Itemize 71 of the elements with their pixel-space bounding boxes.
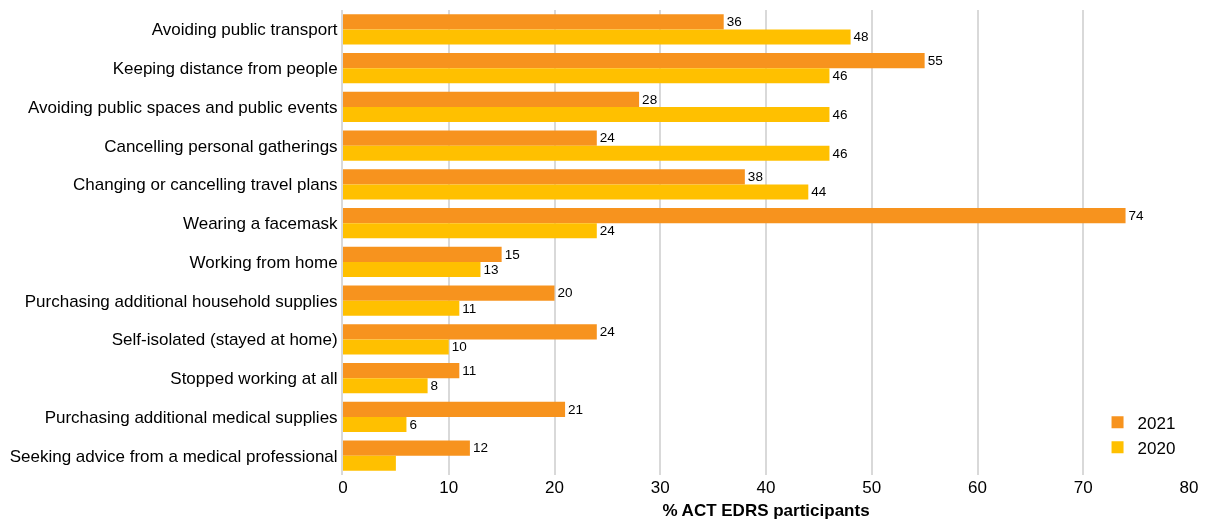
data-label: 11 xyxy=(462,300,477,316)
bar xyxy=(343,339,449,355)
data-label: 55 xyxy=(927,52,943,68)
y-tick-label: Purchasing additional household supplies xyxy=(24,291,338,311)
bar xyxy=(343,261,481,277)
x-tick-label: 10 xyxy=(439,478,459,497)
data-label: 24 xyxy=(599,324,616,340)
data-label: 11 xyxy=(462,362,477,378)
bar xyxy=(343,130,597,146)
x-tick-label: 0 xyxy=(338,478,348,497)
bar xyxy=(343,300,460,316)
x-tick-label: 50 xyxy=(862,478,882,497)
bar xyxy=(343,29,851,45)
x-tick-label: 30 xyxy=(650,478,670,497)
bar xyxy=(343,246,502,262)
y-tick-label: Changing or cancelling travel plans xyxy=(72,175,338,195)
x-tick-label: 70 xyxy=(1073,478,1093,497)
y-tick-label: Avoiding public transport xyxy=(151,20,338,40)
data-label: 8 xyxy=(430,378,439,394)
bar xyxy=(343,184,809,200)
data-label: 46 xyxy=(832,145,848,161)
data-label: 46 xyxy=(832,106,848,122)
bar xyxy=(343,208,1126,224)
bar xyxy=(343,106,830,122)
legend-label: 2020 xyxy=(1137,438,1176,458)
data-label: 13 xyxy=(483,261,499,277)
data-label: 28 xyxy=(642,91,658,107)
bar xyxy=(343,223,597,239)
y-tick-label: Avoiding public spaces and public events xyxy=(27,97,338,117)
data-label: 6 xyxy=(409,416,417,432)
data-label: 10 xyxy=(451,339,467,355)
data-label: 46 xyxy=(832,68,848,84)
bar xyxy=(343,53,925,69)
y-tick-label: Cancelling personal gatherings xyxy=(104,136,338,156)
y-tick-label: Stopped working at all xyxy=(170,369,338,389)
data-label: 48 xyxy=(853,29,869,45)
data-label: 12 xyxy=(472,440,488,456)
data-label: 20 xyxy=(557,285,573,301)
y-tick-label: Purchasing additional medical supplies xyxy=(44,407,338,427)
data-label: 74 xyxy=(1128,207,1145,223)
data-label: 24 xyxy=(599,223,616,239)
data-label: 44 xyxy=(811,184,827,200)
data-label: 15 xyxy=(504,246,520,262)
bar xyxy=(343,285,555,301)
bar xyxy=(343,91,640,107)
bar xyxy=(343,324,597,340)
bar xyxy=(343,14,724,30)
data-label: 21 xyxy=(568,401,584,417)
y-tick-label: Seeking advice from a medical professional xyxy=(9,446,338,466)
x-tick-label: 80 xyxy=(1179,478,1199,497)
data-label: 24 xyxy=(599,130,616,146)
bar xyxy=(343,401,566,417)
bar xyxy=(343,145,830,161)
bar xyxy=(343,440,470,456)
bar xyxy=(343,68,830,84)
y-tick-label: Self-isolated (stayed at home) xyxy=(111,330,338,350)
y-tick-label: Working from home xyxy=(189,252,338,272)
x-tick-label: 60 xyxy=(968,478,987,497)
x-tick-label: 20 xyxy=(545,478,564,497)
legend-label: 2021 xyxy=(1137,413,1176,433)
bar xyxy=(343,363,460,379)
y-tick-label: Keeping distance from people xyxy=(112,59,338,79)
bar xyxy=(343,455,396,471)
data-label: 36 xyxy=(726,14,742,30)
bar xyxy=(343,416,407,432)
x-axis-title: % ACT EDRS participants xyxy=(662,501,870,521)
bar xyxy=(343,378,428,394)
y-tick-label: Wearing a facemask xyxy=(182,214,339,234)
bar xyxy=(343,169,745,185)
x-tick-label: 40 xyxy=(756,478,776,497)
data-label: 38 xyxy=(747,169,763,185)
